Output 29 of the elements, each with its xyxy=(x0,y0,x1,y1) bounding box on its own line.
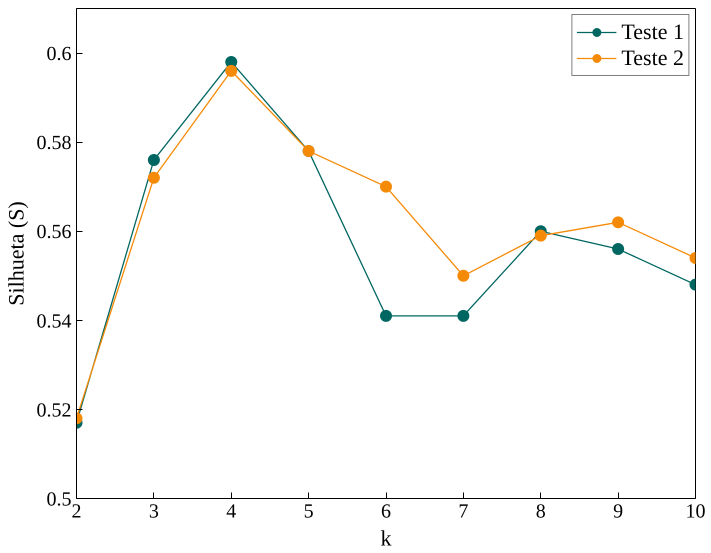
x-axis-title: k xyxy=(380,526,392,550)
point xyxy=(225,64,238,77)
x-tick-label: 9 xyxy=(613,500,624,522)
x-tick-label: 6 xyxy=(381,500,391,522)
point xyxy=(148,154,160,166)
x-tick-label: 10 xyxy=(686,500,706,522)
y-tick-label: 0.56 xyxy=(36,221,72,244)
x-tick-label: 3 xyxy=(148,500,159,522)
y-tick-label: 0.54 xyxy=(36,310,72,332)
point xyxy=(612,243,624,256)
y-tick-label: 0.58 xyxy=(36,132,72,154)
point xyxy=(380,310,392,322)
x-tick-label: 2 xyxy=(72,500,82,522)
x-tick-label: 5 xyxy=(304,500,314,522)
point xyxy=(148,172,160,184)
legend-label: Teste 1 xyxy=(621,19,684,45)
point xyxy=(457,270,470,282)
x-tick-label: 8 xyxy=(536,500,546,522)
point xyxy=(534,230,547,242)
y-tick-label: 0.5 xyxy=(46,488,72,510)
point xyxy=(612,216,624,228)
y-tick-label: 0.6 xyxy=(46,43,72,66)
x-tick-label: 4 xyxy=(226,500,236,522)
x-tick-label: 7 xyxy=(458,500,468,522)
legend-label: Teste 2 xyxy=(621,45,684,71)
point xyxy=(457,310,470,322)
y-axis-title: Silhueta (S) xyxy=(4,201,28,306)
y-tick-label: 0.52 xyxy=(36,399,72,422)
point xyxy=(380,180,392,193)
